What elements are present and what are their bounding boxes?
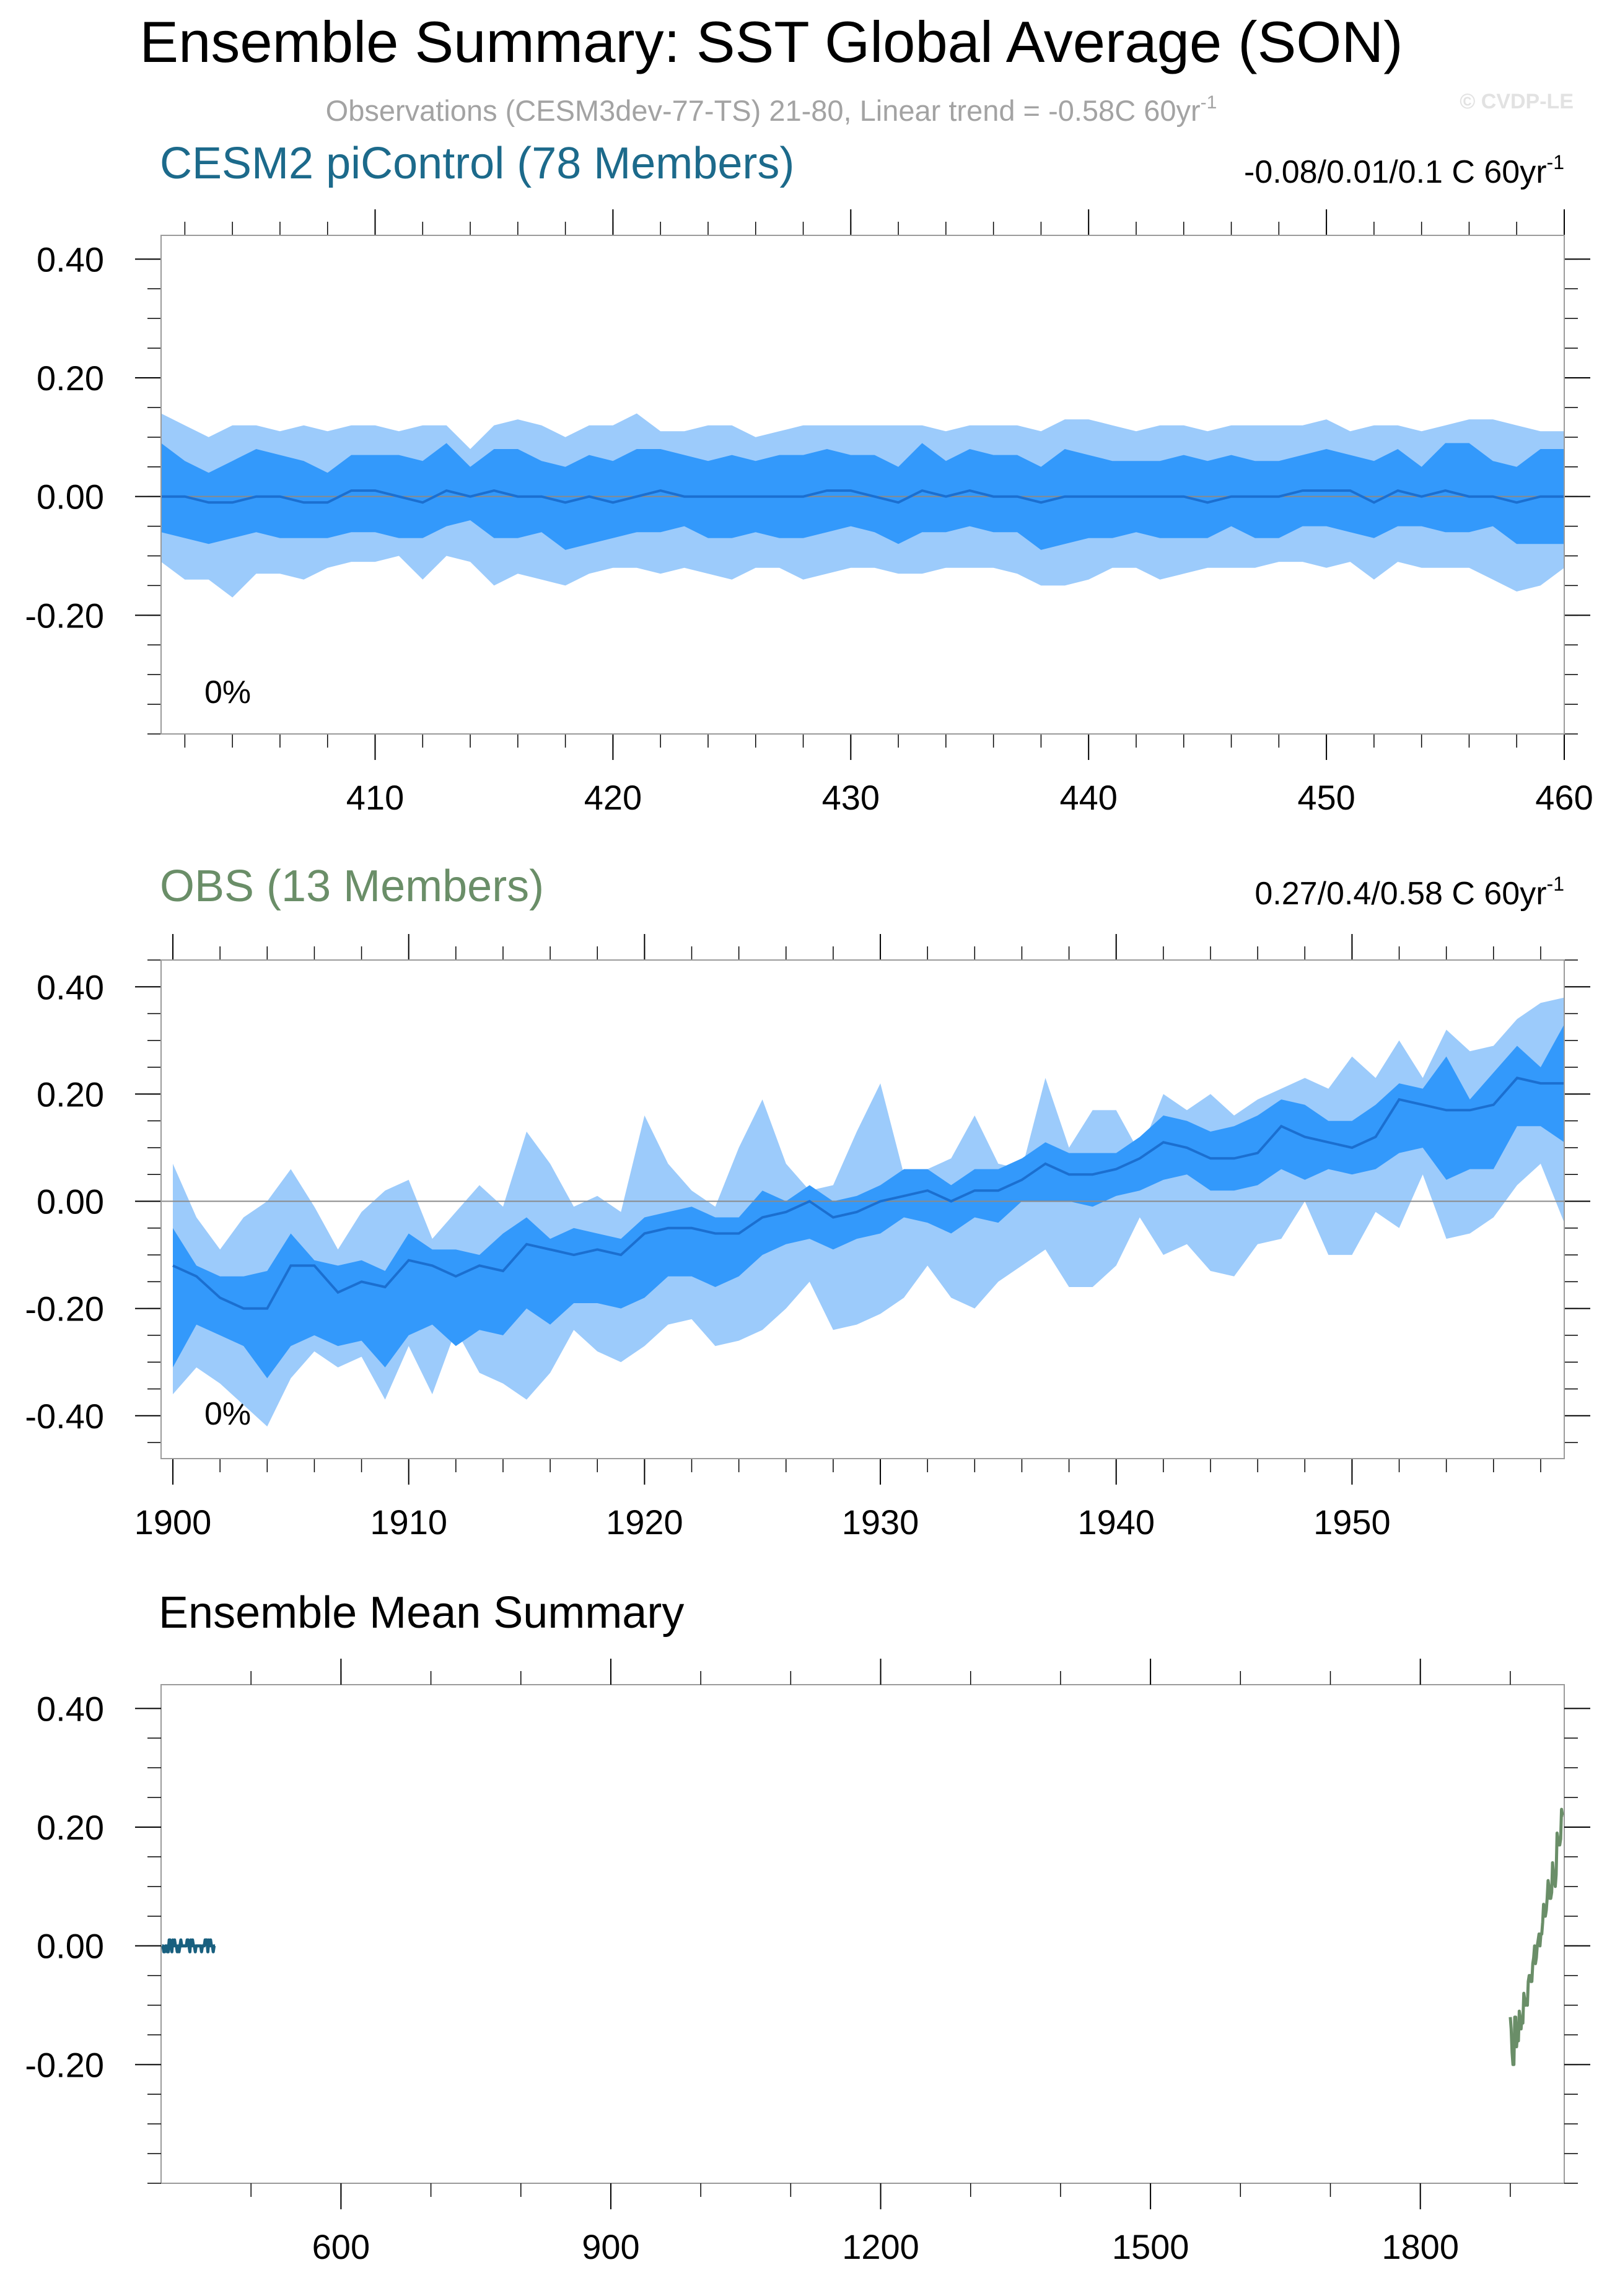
panel1-ytick-label: 0.20 <box>37 359 104 398</box>
panel2-frame-top <box>160 959 1565 1459</box>
panel3-xtick-label: 1500 <box>1112 2227 1189 2266</box>
panel2-xtick-label: 1930 <box>842 1503 919 1542</box>
subtitle-text: Observations (CESM3dev-77-TS) 21-80, Lin… <box>326 94 1201 127</box>
panel2-trend-text: 0.27/0.4/0.58 C 60yr <box>1255 876 1546 912</box>
panel2-ytick-label: -0.40 <box>25 1397 104 1436</box>
panel3-frame <box>160 1684 1565 2184</box>
panel2-xtick-label: 1950 <box>1313 1503 1391 1542</box>
figure-title: Ensemble Summary: SST Global Average (SO… <box>139 9 1403 74</box>
panel3-xtick-label: 1800 <box>1381 2227 1459 2266</box>
panel2-xtick-label: 1900 <box>134 1503 212 1542</box>
panel1-ensemble-mean-line <box>161 489 1564 504</box>
panel2-title: OBS (13 Members) <box>160 862 544 911</box>
panel2-ytick-label: 0.20 <box>37 1075 104 1114</box>
panel1-trend: -0.08/0.01/0.1 C 60yr-1 <box>1244 151 1564 190</box>
panel1-trend-superscript: -1 <box>1547 151 1564 173</box>
panel1-xtick-label: 430 <box>822 778 880 817</box>
panel1-xtick-label: 420 <box>584 778 642 817</box>
panel1-title: CESM2 piControl (78 Members) <box>160 139 794 188</box>
panel3-ytick-label: 0.20 <box>37 1808 104 1847</box>
subtitle-superscript: -1 <box>1201 92 1217 113</box>
panel3-xtick-label: 1200 <box>842 2227 919 2266</box>
panel3-ensemble-mean: 0.40 0.20 0.00 -0.20 600 900 1200 1500 1800 <box>25 1659 1590 2266</box>
panel1-xtick-label: 450 <box>1297 778 1355 817</box>
figure-subtitle: Observations (CESM3dev-77-TS) 21-80, Lin… <box>326 92 1217 127</box>
panel2-xtick-label: 1910 <box>370 1503 447 1542</box>
panel2-trend-superscript: -1 <box>1547 873 1564 895</box>
panel1-ytick-label: -0.20 <box>25 596 104 635</box>
panel3-series-line-0 <box>161 1938 216 1953</box>
panel1-xtick-label: 460 <box>1535 778 1593 817</box>
panel1-trend-text: -0.08/0.01/0.1 C 60yr <box>1244 154 1547 190</box>
panel1-xtick-label: 440 <box>1059 778 1117 817</box>
panel3-xtick-label: 900 <box>582 2227 639 2266</box>
panel1-ytick-label: 0.00 <box>37 478 104 517</box>
panel3-ytick-label: 0.40 <box>37 1689 104 1728</box>
panel2-ytick-label: 0.40 <box>37 967 104 1006</box>
panel1-percent-label: 0% <box>204 674 251 710</box>
panel2-ensemble-mean-line <box>172 1076 1564 1310</box>
panel2-xtick-label: 1920 <box>606 1503 683 1542</box>
panel1-xtick-label: 410 <box>346 778 404 817</box>
watermark: © CVDP-LE <box>1460 90 1574 113</box>
panel2-trend: 0.27/0.4/0.58 C 60yr-1 <box>1255 873 1564 912</box>
panel2-ytick-label: -0.20 <box>25 1290 104 1329</box>
panel1-cesm2-picontrol: 0.40 0.20 0.00 -0.20 410 420 430 440 450 460 <box>25 209 1593 817</box>
panel3-ytick-label: -0.20 <box>25 2045 104 2084</box>
panel3-title: Ensemble Mean Summary <box>159 1588 684 1638</box>
panel1-ytick-label: 0.40 <box>37 240 104 279</box>
panel3-series-line-1 <box>1508 1807 1564 2066</box>
panel1-frame-top <box>160 235 1565 735</box>
panel3-xtick-label: 600 <box>312 2227 370 2266</box>
panel2-obs: 0.40 0.20 0.00 -0.20 -0.40 1900 1910 1920 1930 19… <box>25 934 1590 1542</box>
panel3-ytick-label: 0.00 <box>37 1927 104 1966</box>
panel2-ytick-label: 0.00 <box>37 1182 104 1221</box>
panel2-xtick-label: 1940 <box>1077 1503 1155 1542</box>
